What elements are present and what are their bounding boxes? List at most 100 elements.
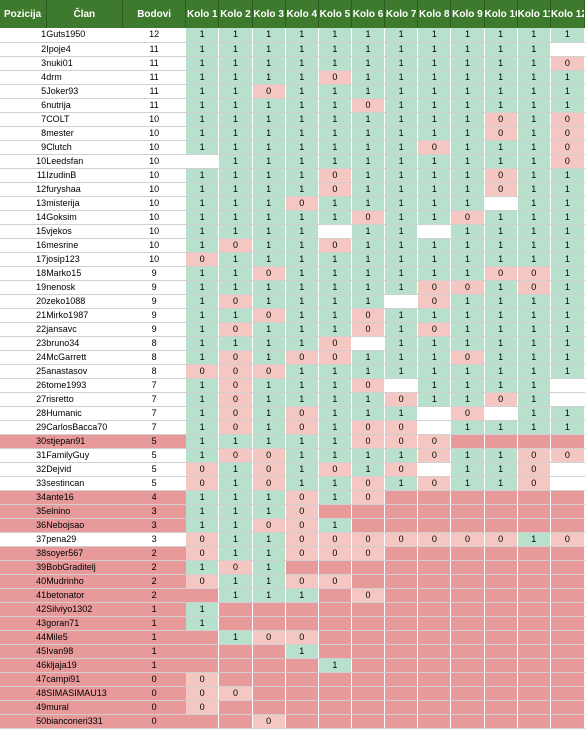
round-result-cell[interactable]: 1 [450,266,485,281]
header-position[interactable]: Pozicija [0,0,47,28]
round-result-cell[interactable]: 1 [185,350,220,365]
member-cell[interactable]: Marko15 [46,266,123,281]
round-result-cell[interactable]: 1 [517,112,551,127]
round-result-cell[interactable] [550,392,585,407]
round-result-cell[interactable] [517,602,551,617]
member-cell[interactable]: nenosk [46,280,123,295]
round-result-cell[interactable]: 0 [351,322,386,337]
round-result-cell[interactable]: 0 [252,476,286,491]
round-result-cell[interactable] [417,616,452,631]
round-result-cell[interactable]: 1 [218,630,253,645]
position-cell[interactable]: 27 [0,392,47,407]
round-result-cell[interactable]: 0 [252,714,286,729]
member-cell[interactable]: Dejvid [46,462,123,477]
position-cell[interactable]: 17 [0,252,47,267]
round-result-cell[interactable] [218,700,253,715]
round-result-cell[interactable]: 1 [218,518,253,533]
member-cell[interactable]: nutrija [46,98,123,113]
points-cell[interactable]: 3 [122,518,186,533]
round-result-cell[interactable]: 0 [218,364,253,379]
points-cell[interactable]: 9 [122,308,186,323]
round-result-cell[interactable]: 1 [185,56,220,71]
round-result-cell[interactable] [417,574,452,589]
round-result-cell[interactable]: 0 [550,532,585,547]
round-result-cell[interactable]: 0 [318,182,352,197]
member-cell[interactable]: sestincan [46,476,123,491]
position-cell[interactable]: 44 [0,630,47,645]
round-result-cell[interactable]: 0 [450,406,485,421]
round-result-cell[interactable] [384,294,419,309]
points-cell[interactable]: 7 [122,378,186,393]
round-result-cell[interactable]: 1 [218,196,253,211]
round-result-cell[interactable]: 1 [517,28,551,43]
round-result-cell[interactable]: 1 [252,70,286,85]
round-result-cell[interactable]: 1 [450,420,485,435]
member-cell[interactable]: Mirko1987 [46,308,123,323]
round-result-cell[interactable] [484,588,518,603]
round-result-cell[interactable] [351,700,386,715]
round-result-cell[interactable] [417,700,452,715]
round-result-cell[interactable]: 1 [285,448,319,463]
round-result-cell[interactable]: 1 [417,378,452,393]
round-result-cell[interactable] [517,560,551,575]
round-result-cell[interactable]: 1 [417,168,452,183]
round-result-cell[interactable]: 1 [351,140,386,155]
round-result-cell[interactable]: 1 [252,252,286,267]
position-cell[interactable]: 24 [0,350,47,365]
round-result-cell[interactable]: 1 [185,126,220,141]
member-cell[interactable]: IzudinB [46,168,123,183]
round-result-cell[interactable]: 1 [218,476,253,491]
points-cell[interactable]: 2 [122,560,186,575]
member-cell[interactable]: Joker93 [46,84,123,99]
position-cell[interactable]: 30 [0,434,47,449]
member-cell[interactable]: Nebojsao [46,518,123,533]
round-result-cell[interactable]: 1 [252,154,286,169]
round-result-cell[interactable]: 0 [517,476,551,491]
round-result-cell[interactable] [450,700,485,715]
round-result-cell[interactable]: 1 [285,154,319,169]
points-cell[interactable]: 3 [122,532,186,547]
round-result-cell[interactable] [417,714,452,729]
position-cell[interactable]: 18 [0,266,47,281]
round-result-cell[interactable]: 1 [417,392,452,407]
round-result-cell[interactable] [450,574,485,589]
round-result-cell[interactable] [318,224,352,239]
member-cell[interactable]: ante16 [46,490,123,505]
round-result-cell[interactable]: 1 [417,70,452,85]
round-result-cell[interactable]: 1 [285,266,319,281]
round-result-cell[interactable]: 0 [417,532,452,547]
points-cell[interactable]: 1 [122,630,186,645]
round-result-cell[interactable] [484,490,518,505]
round-result-cell[interactable]: 1 [285,392,319,407]
round-result-cell[interactable]: 1 [252,28,286,43]
round-result-cell[interactable]: 0 [351,546,386,561]
round-result-cell[interactable]: 1 [550,322,585,337]
round-result-cell[interactable]: 1 [218,532,253,547]
round-result-cell[interactable]: 1 [285,210,319,225]
round-result-cell[interactable]: 1 [318,42,352,57]
round-result-cell[interactable] [185,588,220,603]
round-result-cell[interactable] [285,686,319,701]
round-result-cell[interactable]: 1 [417,182,452,197]
round-result-cell[interactable]: 1 [252,532,286,547]
position-cell[interactable]: 32 [0,462,47,477]
member-cell[interactable]: betonator [46,588,123,603]
round-result-cell[interactable]: 1 [252,238,286,253]
round-result-cell[interactable]: 1 [185,224,220,239]
round-result-cell[interactable] [218,644,253,659]
round-result-cell[interactable] [484,518,518,533]
round-result-cell[interactable] [185,658,220,673]
round-result-cell[interactable] [351,672,386,687]
round-result-cell[interactable]: 1 [252,546,286,561]
header-round[interactable]: Kolo 12 [550,0,585,28]
round-result-cell[interactable]: 0 [185,532,220,547]
round-result-cell[interactable]: 0 [218,378,253,393]
round-result-cell[interactable]: 0 [517,448,551,463]
round-result-cell[interactable]: 0 [550,126,585,141]
round-result-cell[interactable]: 0 [484,392,518,407]
points-cell[interactable]: 10 [122,238,186,253]
round-result-cell[interactable]: 1 [285,112,319,127]
round-result-cell[interactable]: 1 [450,448,485,463]
round-result-cell[interactable]: 1 [285,224,319,239]
round-result-cell[interactable]: 1 [550,238,585,253]
